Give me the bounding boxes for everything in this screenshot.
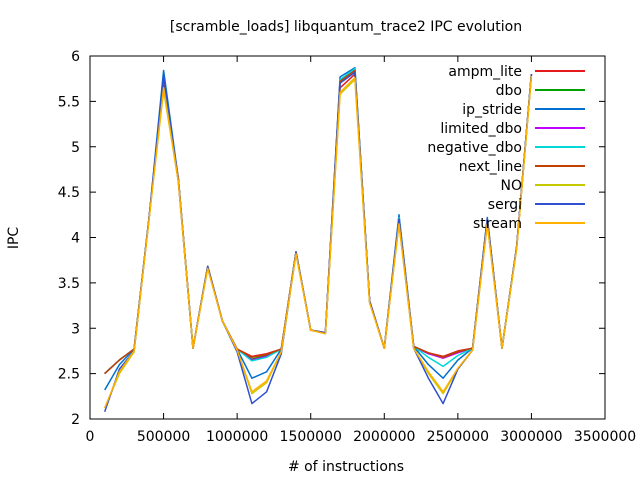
x-tick-label: 500000 — [137, 429, 190, 445]
legend-label: sergi — [488, 197, 522, 213]
legend-label: ip_stride — [462, 102, 522, 118]
y-tick-label: 4 — [71, 231, 80, 247]
series-line-stream — [104, 75, 533, 409]
x-tick-label: 2000000 — [353, 429, 415, 445]
x-tick-label: 3000000 — [500, 429, 562, 445]
legend-label: stream — [473, 216, 522, 232]
y-tick-label: 5.5 — [58, 94, 80, 110]
y-tick-label: 3.5 — [58, 276, 80, 292]
y-tick-label: 6 — [71, 49, 80, 65]
chart-title: [scramble_loads] libquantum_trace2 IPC e… — [170, 19, 522, 35]
y-tick-label: 5 — [71, 140, 80, 156]
x-tick-label: 2500000 — [427, 429, 489, 445]
legend-label: dbo — [496, 83, 522, 99]
x-tick-label: 3500000 — [574, 429, 636, 445]
x-tick-label: 0 — [86, 429, 95, 445]
x-tick-label: 1500000 — [280, 429, 342, 445]
axis-ticks: 0 500000 1000000 1500000 2000000 2500000 30000… — [58, 49, 636, 445]
legend-label: next_line — [459, 159, 522, 175]
y-axis-label: IPC — [6, 227, 22, 250]
x-axis-label: # of instructions — [288, 459, 404, 475]
legend-label: limited_dbo — [440, 121, 522, 137]
x-tick-label: 1000000 — [206, 429, 268, 445]
plot-lines — [103, 67, 533, 412]
legend-label: NO — [501, 178, 523, 194]
legend-label: negative_dbo — [427, 140, 522, 156]
y-tick-label: 2.5 — [58, 367, 80, 383]
y-tick-label: 4.5 — [58, 185, 80, 201]
y-tick-label: 2 — [71, 412, 80, 428]
legend-label: ampm_lite — [448, 64, 522, 80]
y-tick-label: 3 — [71, 321, 80, 337]
